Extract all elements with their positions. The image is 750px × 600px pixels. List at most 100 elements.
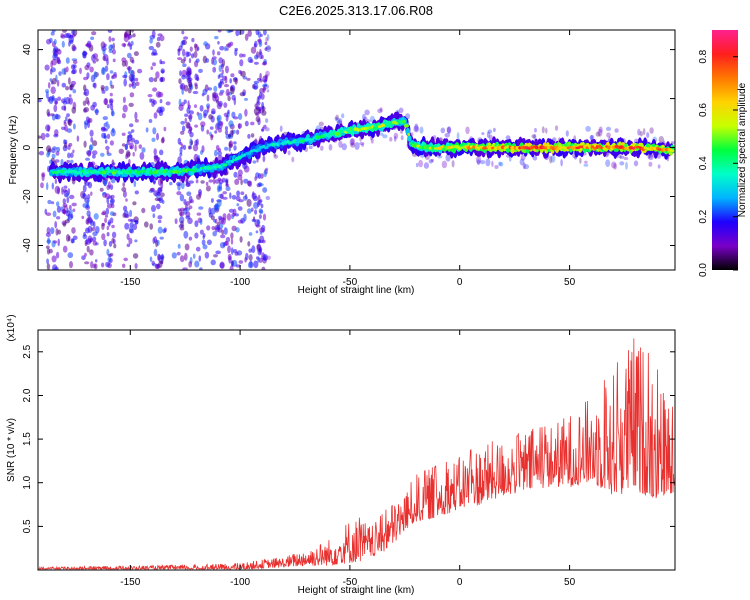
spectrogram-noise-point bbox=[234, 178, 240, 185]
spectrogram-noise-point bbox=[418, 159, 423, 168]
spectrogram-noise-point bbox=[445, 153, 451, 162]
spectrogram-noise-point bbox=[623, 156, 629, 161]
spectrogram-noise-point bbox=[49, 113, 55, 117]
spectrogram-noise-point bbox=[258, 172, 261, 180]
spectrogram-noise-point bbox=[519, 158, 525, 166]
spectrogram-noise-point bbox=[72, 60, 78, 65]
spectrogram-noise-point bbox=[225, 114, 229, 122]
spectrogram-noise-point bbox=[232, 116, 239, 120]
spectrogram-noise-point bbox=[131, 82, 134, 87]
spectrogram-noise-point bbox=[258, 208, 263, 214]
spectrogram-noise-point bbox=[218, 217, 224, 225]
spectrogram-noise-point bbox=[642, 128, 646, 136]
spectrogram-noise-point bbox=[214, 204, 220, 211]
spectrogram-noise-point bbox=[235, 30, 240, 37]
spectrogram-ridge-core bbox=[401, 119, 406, 124]
spectrogram-noise-point bbox=[105, 207, 110, 215]
snr-x-tick-label: -50 bbox=[343, 577, 358, 588]
spectrogram-noise-point bbox=[106, 104, 110, 109]
spectrogram-noise-point bbox=[380, 132, 384, 136]
spectrogram-noise-point bbox=[90, 261, 94, 269]
spectrogram-noise-point bbox=[43, 280, 47, 283]
spectrogram-noise-point bbox=[494, 165, 499, 169]
spectrogram-noise-point bbox=[308, 145, 313, 150]
spectrogram-noise-point bbox=[213, 219, 217, 223]
spectrogram-noise-point bbox=[38, 99, 42, 103]
spectrogram-noise-point bbox=[247, 180, 252, 186]
spectrogram-noise-point bbox=[230, 238, 234, 245]
spectrogram-noise-point bbox=[560, 159, 563, 167]
spectrogram-noise-point bbox=[110, 203, 115, 209]
spectrogram-noise-point bbox=[58, 71, 62, 76]
spectrogram-noise-point bbox=[217, 177, 222, 182]
spectrogram-noise-point bbox=[210, 134, 214, 141]
spectrogram-noise-point bbox=[86, 245, 90, 253]
spectrogram-noise-point bbox=[440, 127, 446, 134]
spectrogram-noise-point bbox=[84, 64, 90, 71]
spectrogram-noise-point bbox=[86, 210, 91, 217]
spectrogram-noise-point bbox=[202, 88, 208, 96]
spectrogram-noise-point bbox=[105, 145, 110, 151]
spectrogram-noise-point bbox=[92, 60, 97, 64]
spectrogram-noise-point bbox=[261, 266, 266, 270]
spectrogram-noise-point bbox=[45, 145, 52, 153]
spectrogram-noise-point bbox=[92, 236, 97, 242]
spectrogram-noise-point bbox=[265, 195, 271, 201]
spectrogram-noise-point bbox=[625, 161, 628, 170]
snr-y-ticks: 0.5 1.0 1.5 2.0 2.5 bbox=[22, 344, 675, 533]
spectrogram-noise-point bbox=[598, 126, 603, 133]
spectrogram-noise-point bbox=[194, 260, 200, 268]
spectrogram-noise-point bbox=[71, 202, 77, 207]
spectrogram-noise-point bbox=[437, 155, 443, 159]
spectrogram-noise-point bbox=[219, 45, 225, 51]
spectrogram-noise-point bbox=[230, 247, 234, 255]
spectrogram-noise-point bbox=[54, 100, 58, 105]
spectrogram-noise-point bbox=[161, 253, 164, 262]
spectrogram-noise-point bbox=[200, 180, 205, 184]
spectrogram-noise-point bbox=[45, 89, 50, 94]
spectrogram-noise-point bbox=[252, 191, 255, 197]
spectrogram-noise-point bbox=[177, 208, 181, 212]
spectrogram-noise-point bbox=[190, 53, 195, 59]
spectrogram-noise-point bbox=[131, 30, 134, 33]
spectrogram-noise-point bbox=[84, 242, 88, 247]
spectrogram-noise-point bbox=[236, 203, 240, 207]
spectrogram-noise-point bbox=[239, 30, 245, 35]
spectrogram-noise-point bbox=[228, 134, 232, 138]
spectrogram-noise-point bbox=[287, 150, 291, 156]
spectrogram-noise-point bbox=[67, 252, 74, 259]
spectrogram-noise-point bbox=[57, 238, 60, 247]
spectrogram-noise-point bbox=[123, 257, 128, 262]
spectrogram-noise-point bbox=[55, 228, 59, 236]
spectrogram-noise-point bbox=[53, 46, 59, 53]
spectrogram-noise-point bbox=[320, 145, 324, 151]
spectrogram-noise-point bbox=[230, 73, 235, 78]
spectrogram-noise-point bbox=[253, 80, 260, 84]
spectrogram-noise-point bbox=[87, 181, 93, 189]
spectrogram-noise-point bbox=[605, 126, 612, 131]
spectrogram-noise-point bbox=[138, 144, 143, 150]
spectrogram-noise-point bbox=[183, 99, 187, 104]
spectrogram-noise-point bbox=[263, 30, 267, 36]
spectrogram-noise-point bbox=[256, 243, 261, 250]
spectrogram-noise-point bbox=[169, 181, 173, 186]
spectrogram-noise-point bbox=[198, 255, 202, 262]
spectrogram-noise-point bbox=[220, 193, 224, 200]
spectrogram-noise-point bbox=[265, 45, 272, 53]
spectrogram-noise-point bbox=[126, 243, 131, 248]
spectrogram-noise-point bbox=[221, 69, 224, 75]
spectrogram-noise-point bbox=[144, 221, 149, 228]
spectrogram-noise-point bbox=[260, 33, 263, 38]
spectrogram-noise-point bbox=[67, 235, 71, 242]
spectrogram-noise-point bbox=[261, 101, 265, 110]
spectrogram-ridge-core bbox=[407, 133, 411, 136]
spectrogram-noise-point bbox=[111, 110, 115, 117]
spectrogram-noise-point bbox=[54, 178, 58, 184]
spectrogram-noise-point bbox=[70, 213, 74, 219]
spectrogram-noise-point bbox=[181, 39, 186, 46]
spectrogram-noise-point bbox=[239, 236, 243, 243]
spectrogram-noise-point bbox=[87, 235, 93, 243]
spectrogram-noise-point bbox=[379, 107, 383, 112]
spectrogram-noise-point bbox=[217, 151, 222, 156]
spectrogram-noise-point bbox=[191, 37, 195, 43]
